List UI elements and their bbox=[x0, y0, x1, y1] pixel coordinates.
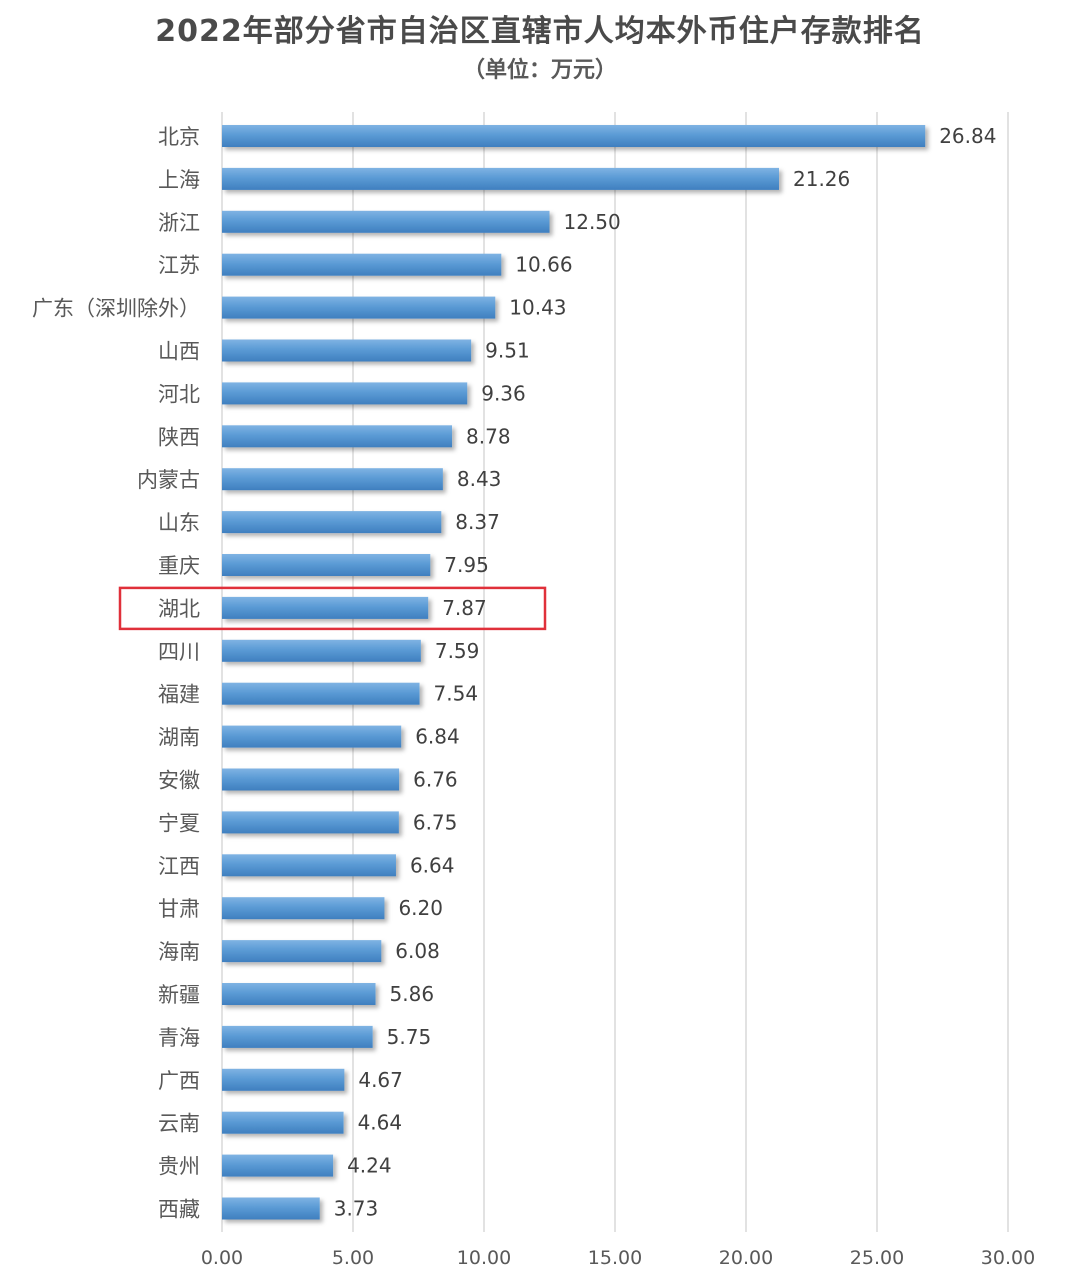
x-tick-label: 10.00 bbox=[457, 1247, 511, 1269]
value-label: 5.75 bbox=[387, 1025, 432, 1049]
highlight-box bbox=[118, 586, 547, 631]
x-tick-label: 25.00 bbox=[850, 1247, 904, 1269]
value-label: 6.08 bbox=[395, 939, 440, 963]
bar bbox=[222, 596, 429, 619]
category-label: 内蒙古 bbox=[137, 468, 200, 492]
value-label: 8.78 bbox=[466, 424, 511, 448]
category-label: 北京 bbox=[158, 125, 200, 149]
chart-title: 2022年部分省市自治区直辖市人均本外币住户存款排名 bbox=[155, 14, 925, 49]
category-label: 江西 bbox=[158, 854, 200, 878]
category-label: 青海 bbox=[158, 1026, 200, 1050]
x-tick-label: 20.00 bbox=[719, 1247, 773, 1269]
category-label: 贵州 bbox=[158, 1155, 200, 1179]
x-axis-ticks: 0.00 5.00 10.00 15.00 20.00 25.00 30.00 bbox=[201, 1247, 1035, 1269]
bar bbox=[222, 511, 442, 534]
category-label: 山西 bbox=[158, 340, 200, 364]
bar bbox=[222, 682, 420, 705]
value-label: 7.87 bbox=[442, 596, 487, 620]
x-tick-label: 0.00 bbox=[201, 1247, 243, 1269]
value-label: 6.76 bbox=[413, 768, 458, 792]
highlight-box-layer bbox=[118, 586, 547, 631]
value-label: 6.84 bbox=[415, 725, 460, 749]
category-label: 四川 bbox=[158, 640, 200, 664]
bar bbox=[222, 639, 421, 662]
category-label: 河北 bbox=[158, 382, 200, 406]
bar bbox=[222, 167, 780, 190]
value-label: 12.50 bbox=[564, 210, 621, 234]
category-label: 西藏 bbox=[158, 1198, 200, 1222]
value-label: 9.36 bbox=[481, 381, 526, 405]
value-label: 7.54 bbox=[434, 682, 479, 706]
value-label: 8.43 bbox=[457, 467, 502, 491]
chart-subtitle: （单位：万元） bbox=[462, 58, 617, 83]
category-label: 安徽 bbox=[158, 769, 200, 793]
value-label: 4.64 bbox=[358, 1111, 403, 1135]
category-label: 海南 bbox=[158, 940, 200, 964]
bar bbox=[222, 1068, 345, 1091]
value-label: 21.26 bbox=[793, 167, 850, 191]
category-label: 陕西 bbox=[158, 425, 200, 449]
value-label: 26.84 bbox=[939, 124, 996, 148]
bar bbox=[222, 296, 496, 319]
bar bbox=[222, 854, 396, 877]
value-label: 3.73 bbox=[334, 1197, 379, 1221]
bar bbox=[222, 768, 400, 791]
category-label: 甘肃 bbox=[158, 897, 200, 921]
category-label: 广西 bbox=[158, 1069, 200, 1093]
category-label: 上海 bbox=[158, 168, 200, 192]
category-label: 新疆 bbox=[158, 983, 200, 1007]
bar bbox=[222, 554, 431, 576]
bar bbox=[222, 1197, 320, 1220]
bar bbox=[222, 339, 472, 362]
value-label: 6.64 bbox=[410, 853, 455, 877]
bar bbox=[222, 382, 468, 405]
category-label: 福建 bbox=[158, 683, 200, 707]
value-label: 7.95 bbox=[444, 553, 489, 577]
value-labels: 26.84 21.26 12.50 10.66 10.43 9.51 9.36 8.78 8.4… bbox=[334, 124, 997, 1221]
category-label: 浙江 bbox=[158, 211, 200, 235]
x-tick-label: 30.00 bbox=[981, 1247, 1035, 1269]
x-tick-label: 15.00 bbox=[588, 1247, 642, 1269]
bars bbox=[222, 125, 926, 1220]
bar bbox=[222, 125, 926, 147]
bar bbox=[222, 811, 399, 834]
value-label: 5.86 bbox=[390, 982, 435, 1006]
bar bbox=[222, 897, 385, 920]
category-label: 广东（深圳除外） bbox=[32, 297, 200, 321]
value-label: 10.66 bbox=[515, 253, 572, 277]
bar bbox=[222, 425, 453, 448]
bar bbox=[222, 210, 550, 233]
category-label: 湖北 bbox=[158, 597, 200, 621]
bar bbox=[222, 1025, 373, 1048]
gridlines bbox=[221, 112, 1009, 1232]
bar bbox=[222, 468, 443, 491]
value-label: 7.59 bbox=[435, 639, 480, 663]
value-label: 6.20 bbox=[398, 896, 443, 920]
category-label: 重庆 bbox=[158, 554, 200, 578]
category-label: 宁夏 bbox=[158, 811, 200, 835]
bar bbox=[222, 983, 376, 1005]
category-label: 江苏 bbox=[158, 254, 200, 278]
x-tick-label: 5.00 bbox=[332, 1247, 374, 1269]
value-label: 8.37 bbox=[455, 510, 500, 534]
bar bbox=[222, 1154, 334, 1177]
bar bbox=[222, 253, 502, 276]
value-label: 10.43 bbox=[509, 296, 566, 320]
category-label: 云南 bbox=[158, 1112, 200, 1136]
bar bbox=[222, 1111, 344, 1134]
bar bbox=[222, 940, 382, 963]
value-label: 9.51 bbox=[485, 339, 530, 363]
bar bbox=[222, 725, 402, 748]
value-label: 4.67 bbox=[358, 1068, 403, 1092]
category-label: 湖南 bbox=[158, 726, 200, 750]
category-label: 山东 bbox=[158, 511, 200, 535]
value-label: 4.24 bbox=[347, 1154, 392, 1178]
value-label: 6.75 bbox=[413, 810, 458, 834]
